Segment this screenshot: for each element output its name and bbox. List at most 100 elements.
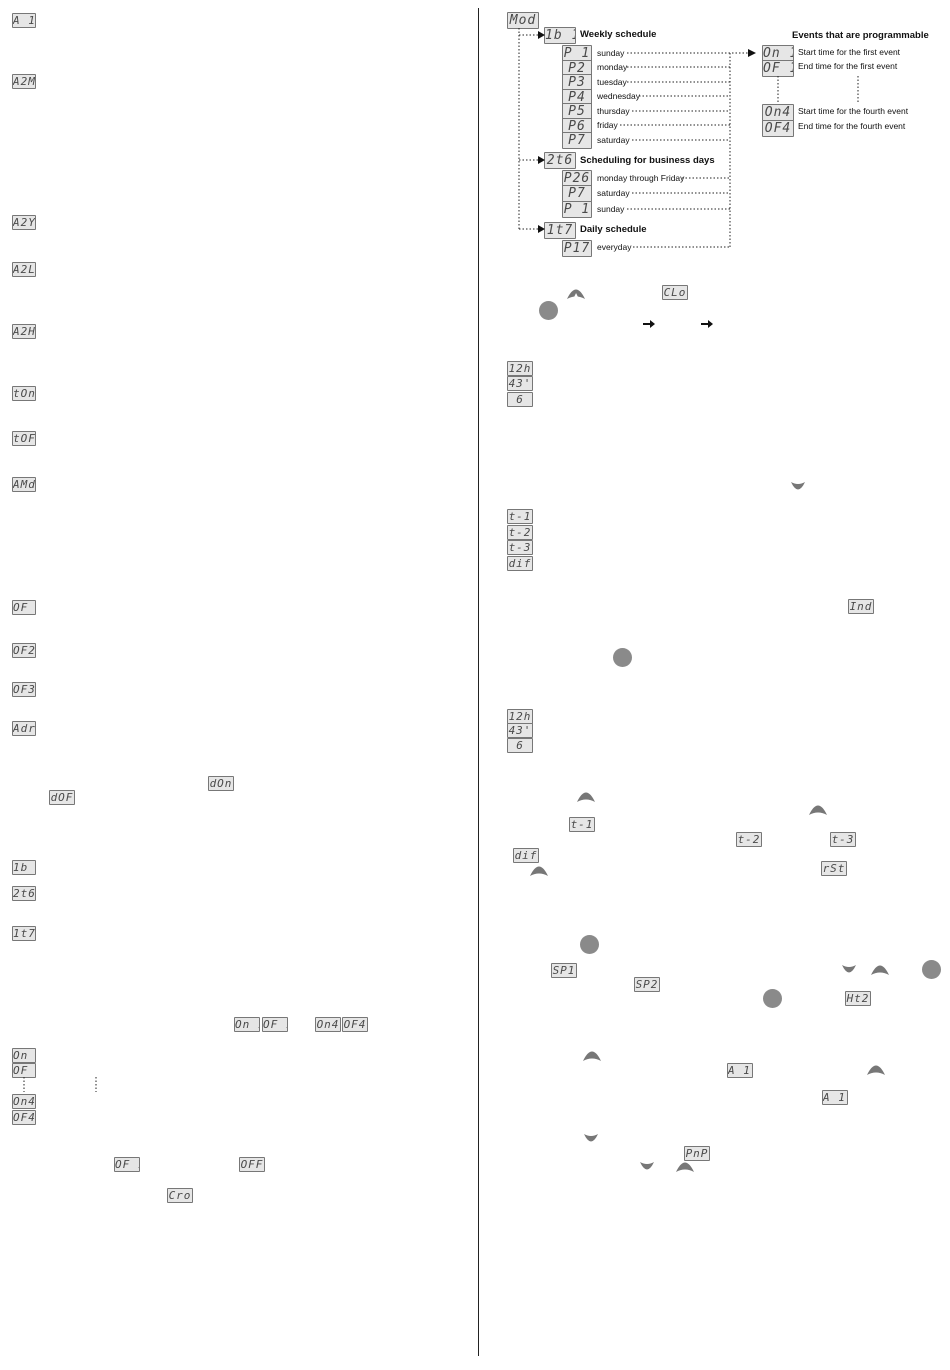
down-arrow-button-icon-3	[583, 1133, 599, 1146]
lcd-code-a1t: A 1t	[12, 13, 36, 28]
lcd-code-1t7-diagram: 1t7	[544, 222, 576, 239]
down-arrow-button-icon	[790, 481, 806, 494]
lcd-code-p2: P2	[562, 60, 592, 77]
lcd-code-2t6-diagram: 2t6	[544, 152, 576, 169]
day-label-monday: monday	[597, 62, 628, 72]
lcd-code-dof: dOF	[49, 790, 75, 805]
lcd-code-p1: P 1	[562, 45, 592, 62]
set-button-icon-3	[580, 935, 599, 954]
lcd-code-adr: Adr	[12, 721, 36, 736]
svg-text:▲: ▲	[574, 292, 579, 299]
lcd-code-of4-event: OF4	[762, 120, 794, 137]
lcd-code-mod: Mod	[507, 12, 539, 29]
lcd-code-p17: P17	[562, 240, 592, 257]
lcd-code-t1-b: t-1	[569, 817, 595, 832]
up-arrow-button-icon-5	[870, 962, 890, 976]
lcd-code-6: 6	[507, 392, 533, 407]
group-title-daily: Daily schedule	[580, 224, 647, 235]
set-button-icon	[539, 301, 558, 320]
lcd-code-t3-b: t-3	[830, 832, 856, 847]
down-arrow-button-icon-2	[841, 964, 857, 977]
lcd-code-on4-inline: On4	[315, 1017, 341, 1032]
lcd-code-1t7: 1t7	[12, 926, 36, 941]
lcd-code-p7: P7	[562, 132, 592, 149]
event-label-end-first: End time for the first event	[798, 61, 898, 71]
lcd-code-of2: OF2	[12, 643, 36, 658]
lcd-code-dif: dif	[507, 556, 533, 571]
down-arrow-button-icon-4	[639, 1161, 655, 1174]
set-button-icon-2	[613, 648, 632, 667]
lcd-code-of4: OF4	[12, 1110, 36, 1125]
lcd-code-a2l: A2L	[12, 262, 36, 277]
lcd-code-of1-inline: OF 1	[262, 1017, 288, 1032]
lcd-code-of4-inline: OF4	[342, 1017, 368, 1032]
lcd-code-a2y: A2Y	[12, 215, 36, 230]
lcd-code-6-b: 6	[507, 738, 533, 753]
lcd-code-clo: CLo	[662, 285, 688, 300]
day-label-friday: friday	[597, 120, 618, 130]
lcd-code-12h-b: 12h	[507, 709, 533, 724]
lcd-code-ht2: Ht2	[845, 991, 871, 1006]
group-title-business-days: Scheduling for business days	[580, 155, 715, 166]
up-arrow-button-icon-3	[808, 802, 828, 816]
lcd-code-on4-event: On4	[762, 104, 794, 121]
lcd-code-43-b: 43'	[507, 723, 533, 738]
up-arrow-button-icon-7	[866, 1062, 886, 1076]
lcd-code-on1-inline: On 1	[234, 1017, 260, 1032]
up-arrow-button-icon-2	[576, 789, 596, 803]
event-label-start-first: Start time for the first event	[798, 47, 901, 57]
lcd-code-amd: AMd	[12, 477, 36, 492]
events-title: Events that are programmable	[792, 30, 929, 41]
lcd-code-pnp: PnP	[684, 1146, 710, 1161]
lcd-code-of1-bottom: OF 1	[114, 1157, 140, 1172]
lcd-code-ton: tOn	[12, 386, 36, 401]
lcd-code-p7-b: P7	[562, 185, 592, 202]
lcd-code-sp1: SP1	[551, 963, 577, 978]
lcd-code-t2: t-2	[507, 525, 533, 540]
lcd-code-a1t-c: A 1t	[822, 1090, 848, 1105]
lcd-code-12h: 12h	[507, 361, 533, 376]
up-arrow-button-icon: ▲	[566, 286, 586, 300]
lcd-code-of1: OF 1	[12, 600, 36, 615]
lcd-code-rst: rSt	[821, 861, 847, 876]
lcd-code-t1: t-1	[507, 509, 533, 524]
lcd-code-2t6: 2t6	[12, 886, 36, 901]
event-label-end-fourth: End time for the fourth event	[798, 121, 906, 131]
lcd-code-cro: Cro	[167, 1188, 193, 1203]
day-label-mon-fri: monday through Friday	[597, 173, 685, 183]
group-title-weekly: Weekly schedule	[580, 29, 657, 40]
lcd-code-on1: On 1	[12, 1048, 36, 1063]
up-arrow-button-icon-4	[529, 863, 549, 877]
lcd-code-t2-b: t-2	[736, 832, 762, 847]
lcd-code-a2h: A2H	[12, 324, 36, 339]
lcd-code-sp2: SP2	[634, 977, 660, 992]
lcd-code-a1t-b: A 1t	[727, 1063, 753, 1078]
set-button-icon-4	[922, 960, 941, 979]
lcd-code-43: 43'	[507, 376, 533, 391]
day-label-tuesday: tuesday	[597, 77, 627, 87]
lcd-code-1b1-diagram: 1b 1	[544, 27, 576, 44]
lcd-code-on4: On4	[12, 1094, 36, 1109]
set-button-icon-5	[763, 989, 782, 1008]
lcd-code-t3: t-3	[507, 540, 533, 555]
lcd-code-off: OFF	[239, 1157, 265, 1172]
lcd-code-of1-event: OF 1	[762, 60, 794, 77]
day-label-saturday: saturday	[597, 135, 630, 145]
lcd-code-tof: tOF	[12, 431, 36, 446]
lcd-code-p6: P6	[562, 118, 592, 135]
lcd-code-on1-event: On 1	[762, 45, 794, 62]
day-label-sunday: sunday	[597, 48, 625, 58]
lcd-code-p1-b: P 1	[562, 201, 592, 218]
event-label-start-fourth: Start time for the fourth event	[798, 106, 909, 116]
lcd-code-a2m: A2M	[12, 74, 36, 89]
up-arrow-button-icon-6	[582, 1048, 602, 1062]
day-label-everyday: everyday	[597, 242, 632, 252]
column-divider	[478, 8, 479, 1356]
lcd-code-p3: P3	[562, 74, 592, 91]
lcd-code-of3: OF3	[12, 682, 36, 697]
day-label-thursday: thursday	[597, 106, 630, 116]
lcd-code-ind: Ind	[848, 599, 874, 614]
lcd-code-1b1: 1b 1	[12, 860, 36, 875]
up-arrow-button-icon-8	[675, 1159, 695, 1173]
